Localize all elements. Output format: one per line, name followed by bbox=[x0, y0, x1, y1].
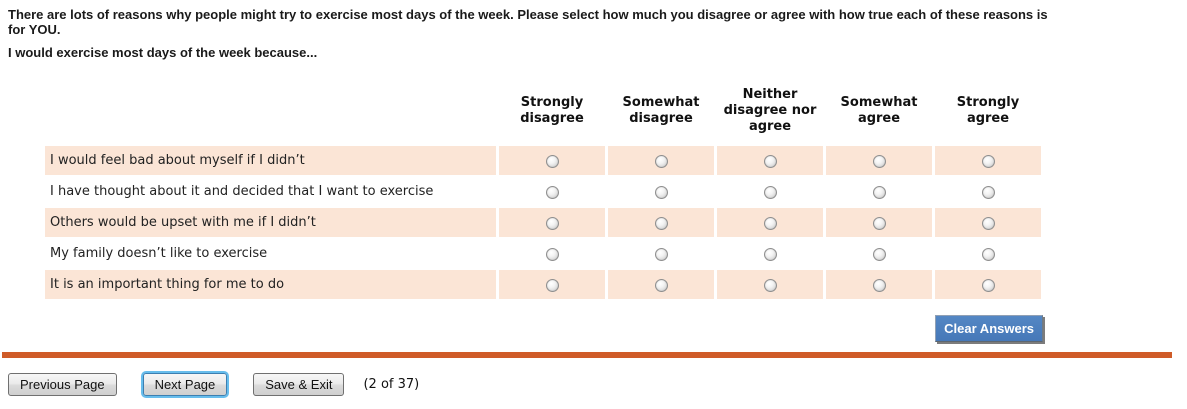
page-indicator: (2 of 37) bbox=[363, 377, 420, 392]
radio-r2-somewhat-agree[interactable] bbox=[872, 186, 886, 199]
radio-r4-neither[interactable] bbox=[763, 248, 777, 261]
radio-r5-somewhat-agree[interactable] bbox=[872, 279, 886, 292]
radio-r3-somewhat-disagree[interactable] bbox=[654, 217, 668, 230]
radio-r2-neither[interactable] bbox=[763, 186, 777, 199]
question-stem: I would exercise most days of the week b… bbox=[8, 45, 318, 60]
previous-page-button[interactable]: Previous Page bbox=[8, 373, 117, 396]
radio-r4-strongly-agree[interactable] bbox=[981, 248, 995, 261]
row-2-label: I have thought about it and decided that… bbox=[45, 177, 496, 206]
navigation-footer: Previous Page Next Page Save & Exit (2 o… bbox=[8, 373, 1187, 396]
instructions-line-1: There are lots of reasons why people mig… bbox=[8, 7, 1048, 22]
row-4-label: My family doesn’t like to exercise bbox=[45, 239, 496, 268]
radio-r1-neither[interactable] bbox=[763, 155, 777, 168]
row-1-label: I would feel bad about myself if I didn’… bbox=[45, 146, 496, 175]
matrix-header-row: Strongly disagree Somewhat disagree Neit… bbox=[45, 82, 1041, 144]
radio-r5-somewhat-disagree[interactable] bbox=[654, 279, 668, 292]
instructions-line-2: for YOU. bbox=[8, 22, 61, 37]
table-row: It is an important thing for me to do bbox=[45, 270, 1041, 299]
radio-r4-somewhat-agree[interactable] bbox=[872, 248, 886, 261]
radio-r1-strongly-disagree[interactable] bbox=[545, 155, 559, 168]
table-row: Others would be upset with me if I didn’… bbox=[45, 208, 1041, 237]
radio-r5-strongly-agree[interactable] bbox=[981, 279, 995, 292]
clear-answers-button[interactable]: Clear Answers bbox=[935, 315, 1043, 342]
header-strongly-disagree: Strongly disagree bbox=[499, 82, 605, 144]
radio-r1-somewhat-agree[interactable] bbox=[872, 155, 886, 168]
radio-r3-strongly-agree[interactable] bbox=[981, 217, 995, 230]
save-exit-button[interactable]: Save & Exit bbox=[253, 373, 345, 396]
row-3-label: Others would be upset with me if I didn’… bbox=[45, 208, 496, 237]
radio-r2-strongly-agree[interactable] bbox=[981, 186, 995, 199]
likert-matrix: Strongly disagree Somewhat disagree Neit… bbox=[42, 80, 1044, 301]
header-stub-cell bbox=[45, 82, 496, 144]
table-row: I have thought about it and decided that… bbox=[45, 177, 1041, 206]
table-row: I would feel bad about myself if I didn’… bbox=[45, 146, 1041, 175]
orange-divider bbox=[2, 352, 1172, 358]
header-somewhat-disagree: Somewhat disagree bbox=[608, 82, 714, 144]
radio-r1-somewhat-disagree[interactable] bbox=[654, 155, 668, 168]
radio-r4-strongly-disagree[interactable] bbox=[545, 248, 559, 261]
radio-r1-strongly-agree[interactable] bbox=[981, 155, 995, 168]
header-neither: Neither disagree nor agree bbox=[717, 82, 823, 144]
radio-r3-somewhat-agree[interactable] bbox=[872, 217, 886, 230]
header-strongly-agree: Strongly agree bbox=[935, 82, 1041, 144]
radio-r4-somewhat-disagree[interactable] bbox=[654, 248, 668, 261]
radio-r3-neither[interactable] bbox=[763, 217, 777, 230]
row-5-label: It is an important thing for me to do bbox=[45, 270, 496, 299]
radio-r5-neither[interactable] bbox=[763, 279, 777, 292]
radio-r3-strongly-disagree[interactable] bbox=[545, 217, 559, 230]
clear-answers-row: Clear Answers bbox=[0, 315, 1043, 342]
table-row: My family doesn’t like to exercise bbox=[45, 239, 1041, 268]
survey-instructions: There are lots of reasons why people mig… bbox=[8, 7, 1179, 37]
radio-r5-strongly-disagree[interactable] bbox=[545, 279, 559, 292]
radio-r2-somewhat-disagree[interactable] bbox=[654, 186, 668, 199]
radio-r2-strongly-disagree[interactable] bbox=[545, 186, 559, 199]
next-page-button[interactable]: Next Page bbox=[142, 373, 228, 396]
header-somewhat-agree: Somewhat agree bbox=[826, 82, 932, 144]
